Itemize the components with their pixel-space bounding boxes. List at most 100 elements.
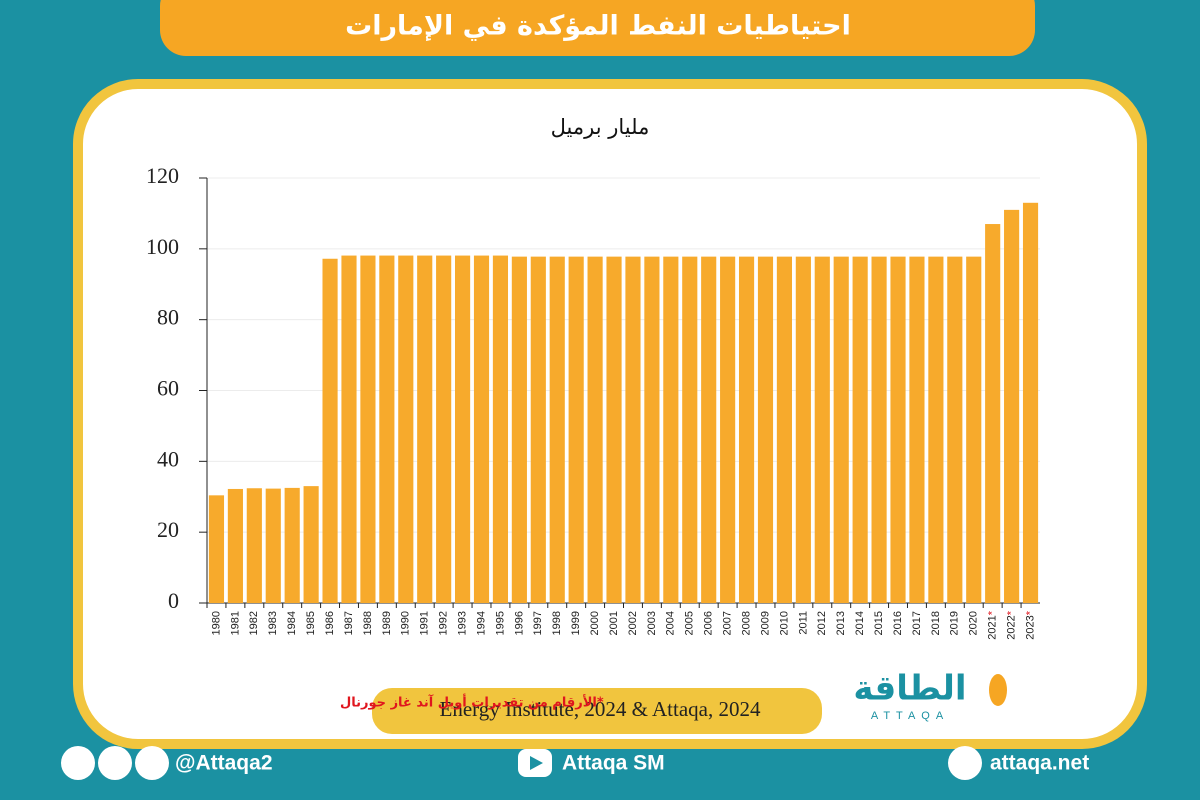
- bar: [701, 256, 717, 603]
- x-tick-label: 1990: [400, 611, 412, 635]
- x-tick-label: 1997: [532, 611, 544, 635]
- x-tick-label: 2008: [740, 611, 752, 635]
- x-tick-label: 1994: [475, 611, 487, 635]
- x-tick-label: 1998: [551, 611, 563, 635]
- bar: [208, 495, 225, 603]
- x-tick-label: 1980: [210, 611, 222, 635]
- x-tick-label: 2000: [589, 611, 601, 635]
- bar: [511, 256, 527, 603]
- x-tick-label: 1985: [305, 611, 317, 635]
- chart-subtitle: مليار برميل: [551, 115, 650, 139]
- bar: [625, 256, 641, 603]
- x-tick-label: 2009: [759, 611, 771, 635]
- x-tick-label: 2013: [835, 611, 847, 635]
- x-tick-label: 2010: [778, 611, 790, 635]
- website: attaqa.net: [990, 752, 1089, 775]
- x-tick-label: 2016: [892, 611, 904, 635]
- bar: [265, 488, 281, 603]
- x-tick-label: 1995: [494, 611, 506, 635]
- x-tick-label: 1991: [419, 611, 431, 635]
- source-pill: [372, 688, 822, 734]
- bar: [492, 255, 509, 603]
- bar: [663, 256, 679, 603]
- x-tick-label: 1988: [362, 611, 374, 635]
- x-tick-label: 2005: [684, 611, 696, 635]
- bar: [227, 488, 243, 603]
- bar: [833, 256, 849, 603]
- title-banner: [160, 0, 1035, 56]
- y-tick-label: 0: [168, 588, 179, 613]
- x-tick-label: 2022*: [1006, 610, 1018, 639]
- bar: [303, 486, 319, 603]
- x-tick-label: 2021*: [987, 610, 999, 639]
- y-tick-label: 120: [146, 163, 179, 188]
- bar: [549, 256, 565, 603]
- x-tick-label: 2002: [627, 611, 639, 635]
- source: Energy Institute, 2024 & Attaqa, 2024: [440, 697, 761, 721]
- bar: [966, 256, 982, 603]
- bar: [776, 256, 792, 603]
- x-tick-label: 1987: [343, 611, 355, 635]
- x-tick-label: 1992: [438, 611, 450, 635]
- x-tick-label: 2003: [646, 611, 658, 635]
- bar: [852, 256, 868, 603]
- x-tick-label: 2023*: [1024, 610, 1036, 639]
- x-tick-label: 2004: [665, 611, 677, 635]
- bar: [1004, 209, 1020, 603]
- instagram-icon: [98, 746, 132, 780]
- bar: [530, 256, 546, 603]
- x-tick-label: 2012: [816, 611, 828, 635]
- bar: [682, 256, 698, 603]
- x-tick-label: 2007: [722, 611, 734, 635]
- bar: [398, 255, 414, 603]
- x-tick-label: 2014: [854, 611, 866, 635]
- bar: [720, 256, 736, 603]
- x-tick-label: 2006: [703, 611, 715, 635]
- plot: 0 20 40 60 80 100 120 1980 1981 1982 1983 1984 1985 1…: [146, 163, 1040, 640]
- social-handle: @Attaqa2: [175, 752, 273, 775]
- bar: [341, 255, 357, 603]
- x-tick-label: 2017: [911, 611, 923, 635]
- y-tick-label: 20: [157, 517, 179, 542]
- bar: [644, 256, 660, 603]
- twitter-icon: [61, 746, 95, 780]
- bar: [985, 224, 1001, 603]
- logo-name: الطاقة: [853, 669, 966, 709]
- x-tick-label: 2018: [930, 611, 942, 635]
- x-tick-label: 1983: [267, 611, 279, 635]
- bar: [738, 256, 755, 603]
- bar: [436, 255, 452, 603]
- y-tick-label: 80: [157, 305, 179, 330]
- bar: [473, 255, 490, 603]
- x-tick-label: 1981: [229, 611, 241, 635]
- logo-latin: ATTAQA: [871, 710, 949, 722]
- bar: [909, 256, 925, 603]
- bar: [1022, 202, 1039, 603]
- bar: [890, 256, 906, 603]
- bar: [757, 256, 774, 603]
- facebook-icon: [135, 746, 169, 780]
- bar: [284, 487, 300, 603]
- x-tick-label: 2015: [873, 611, 885, 635]
- x-tick-label: 1993: [456, 611, 468, 635]
- x-tick-label: 1996: [513, 611, 525, 635]
- web-icon: [948, 746, 982, 780]
- x-tick-label: 1982: [248, 611, 260, 635]
- bar: [587, 256, 603, 603]
- x-tick-label: 1984: [286, 611, 298, 635]
- bar: [246, 488, 262, 603]
- x-tick-label: 2011: [797, 611, 809, 635]
- note: *الأرقام من تقديرات أويل آند غاز جورنال: [340, 694, 604, 711]
- bar: [455, 255, 471, 603]
- bar: [814, 256, 830, 603]
- x-tick-label: 2020: [968, 611, 980, 635]
- bar: [417, 255, 433, 603]
- bar: [568, 256, 584, 603]
- bar: [360, 255, 376, 603]
- bar: [322, 258, 338, 603]
- x-tick-label: 1999: [570, 611, 582, 635]
- x-tick-label: 1986: [324, 611, 336, 635]
- bar: [947, 256, 963, 603]
- bar: [871, 256, 887, 603]
- y-tick-label: 100: [146, 234, 179, 259]
